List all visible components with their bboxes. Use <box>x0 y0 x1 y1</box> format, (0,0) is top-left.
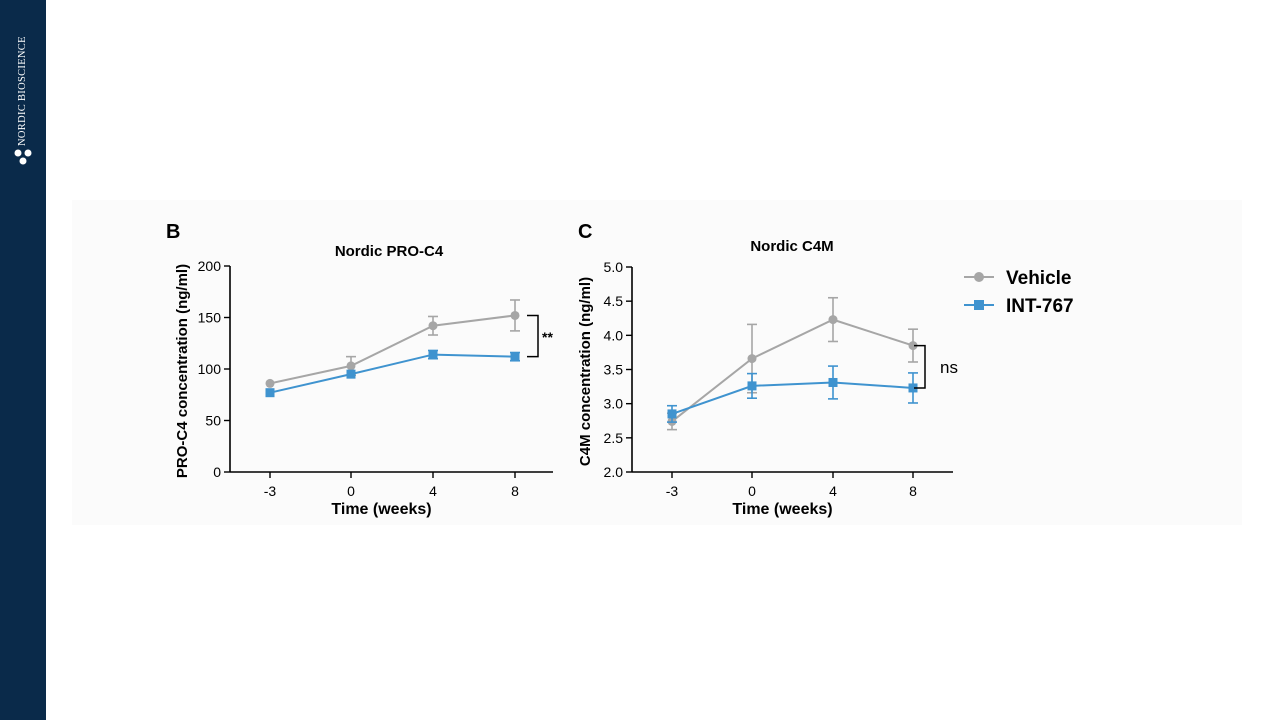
data-point <box>510 352 520 362</box>
y-tick-label: 50 <box>205 413 221 429</box>
data-point <box>747 381 757 391</box>
panel-label: C <box>578 221 592 243</box>
y-tick-label: 2.5 <box>604 430 624 446</box>
data-point <box>510 310 520 320</box>
legend-marker <box>974 272 984 282</box>
significance-bracket <box>914 344 926 389</box>
y-tick-label: 150 <box>198 310 222 326</box>
y-tick-label: 5.0 <box>604 259 624 275</box>
x-tick-label: -3 <box>264 483 277 499</box>
data-point <box>265 388 275 398</box>
x-tick-label: 0 <box>748 483 756 499</box>
x-tick-label: 8 <box>909 483 917 499</box>
significance-label: ** <box>542 329 553 345</box>
series-line-int-767 <box>671 381 914 415</box>
data-point <box>828 315 838 325</box>
x-tick-label: 8 <box>511 483 519 499</box>
brand-logo-icon <box>14 149 32 165</box>
series-line-vehicle <box>671 318 914 423</box>
x-tick-label: 4 <box>429 483 437 499</box>
legend-label: Vehicle <box>1006 268 1072 289</box>
significance-label: ns <box>940 358 958 377</box>
panel-label: B <box>166 221 180 243</box>
y-tick-label: 100 <box>198 361 222 377</box>
series-line-vehicle <box>269 314 516 385</box>
legend-label: INT-767 <box>1006 296 1074 317</box>
legend-marker <box>974 300 984 310</box>
x-tick-label: 0 <box>347 483 355 499</box>
x-axis-label: Time (weeks) <box>732 501 832 518</box>
chart-panel-b: B Nordic PRO-C4 0 50 100 150 200 -3 0 4 8 Time (wee… <box>166 221 553 518</box>
data-point <box>828 377 838 387</box>
series-line-int-767 <box>269 353 516 394</box>
data-point <box>265 378 275 388</box>
x-axis-label: Time (weeks) <box>331 501 431 518</box>
x-tick-label: -3 <box>666 483 679 499</box>
data-point <box>346 369 356 379</box>
y-tick-label: 4.5 <box>604 293 624 309</box>
y-tick-label: 3.5 <box>604 362 624 378</box>
sidebar: NORDIC BIOSCIENCE <box>0 0 46 720</box>
y-tick-label: 200 <box>198 258 222 274</box>
y-axis-label: PRO-C4 concentration (ng/ml) <box>174 264 191 478</box>
data-point <box>908 341 918 351</box>
y-tick-label: 0 <box>213 464 221 480</box>
brand: NORDIC BIOSCIENCE <box>8 24 38 174</box>
data-point <box>747 354 757 364</box>
legend: Vehicle INT-767 <box>964 268 1074 317</box>
data-point <box>667 409 677 419</box>
data-point <box>428 321 438 331</box>
chart-title: Nordic C4M <box>750 238 833 255</box>
data-point <box>346 361 356 371</box>
y-tick-label: 3.0 <box>604 396 624 412</box>
data-point <box>428 350 438 360</box>
x-tick-label: 4 <box>829 483 837 499</box>
y-axis-label: C4M concentration (ng/ml) <box>577 277 594 466</box>
figure-background <box>72 200 1242 525</box>
chart-panel-c: C Nordic C4M 2.0 2.5 3.0 3.5 4.0 4.5 5.0 -3 0 4 8 Tim… <box>577 221 958 518</box>
data-point <box>908 383 918 393</box>
significance-bracket <box>527 314 539 358</box>
y-tick-label: 4.0 <box>604 327 624 343</box>
chart-title: Nordic PRO-C4 <box>335 243 444 260</box>
y-tick-label: 2.0 <box>604 464 624 480</box>
